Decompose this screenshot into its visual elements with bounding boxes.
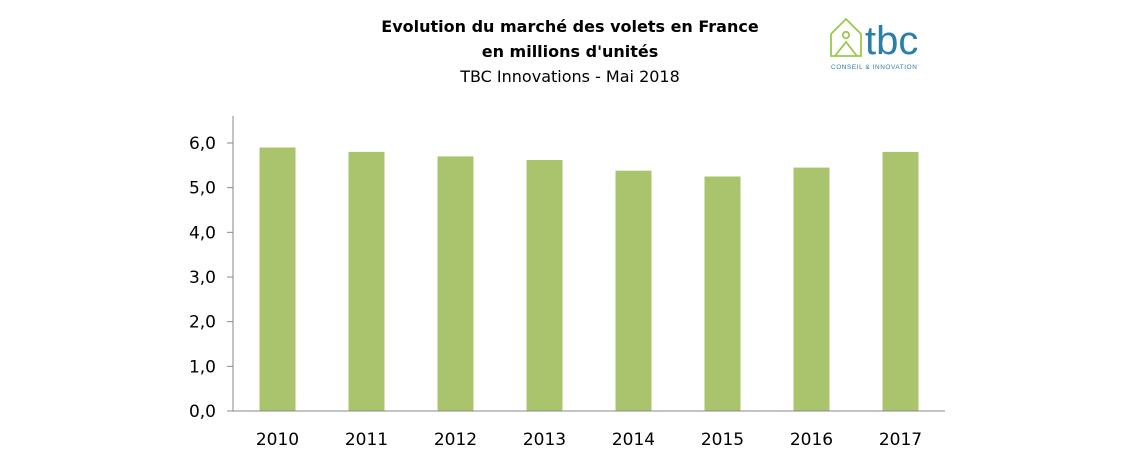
bars-group bbox=[259, 147, 919, 411]
chart-title: Evolution du marché des volets en France bbox=[381, 17, 759, 36]
bar-2011 bbox=[348, 151, 385, 411]
house-person-icon bbox=[830, 17, 862, 57]
y-tick-label: 5,0 bbox=[189, 179, 216, 199]
x-tick-label-2014: 2014 bbox=[612, 430, 655, 450]
chart-title-block: Evolution du marché des volets en France… bbox=[270, 14, 870, 89]
bar-2012 bbox=[437, 156, 474, 411]
bar-2015 bbox=[704, 176, 741, 411]
logo-tagline: CONSEIL & INNOVATION bbox=[831, 64, 917, 71]
x-tick-label-2010: 2010 bbox=[256, 430, 299, 450]
chart-title-unit: en millions d'unités bbox=[481, 42, 659, 61]
x-axis-labels: 2010 2011 2012 2013 2014 2015 2016 2017 bbox=[256, 430, 922, 450]
x-tick-label-2011: 2011 bbox=[345, 430, 388, 450]
bar-2016 bbox=[793, 167, 830, 411]
logo-wordmark: tbc bbox=[865, 19, 918, 63]
bar-2014 bbox=[615, 170, 652, 411]
bar-2010 bbox=[259, 147, 296, 411]
x-tick-label-2013: 2013 bbox=[523, 430, 566, 450]
x-tick-label-2017: 2017 bbox=[879, 430, 922, 450]
bar-2017 bbox=[882, 151, 919, 411]
x-tick-label-2016: 2016 bbox=[790, 430, 833, 450]
y-tick-label: 0,0 bbox=[189, 402, 216, 422]
y-tick-label: 4,0 bbox=[189, 223, 216, 243]
x-tick-label-2012: 2012 bbox=[434, 430, 477, 450]
y-tick-label: 3,0 bbox=[189, 268, 216, 288]
y-tick-label: 6,0 bbox=[189, 134, 216, 154]
chart-subtitle: TBC Innovations - Mai 2018 bbox=[460, 67, 680, 86]
y-tick-label: 2,0 bbox=[189, 313, 216, 333]
bar-2013 bbox=[526, 160, 563, 411]
y-axis-ticks: 0,0 1,0 2,0 3,0 4,0 5,0 6,0 bbox=[189, 134, 233, 422]
tbc-logo: tbc CONSEIL & INNOVATION bbox=[830, 17, 918, 71]
y-tick-label: 1,0 bbox=[189, 357, 216, 377]
x-tick-label-2015: 2015 bbox=[701, 430, 744, 450]
